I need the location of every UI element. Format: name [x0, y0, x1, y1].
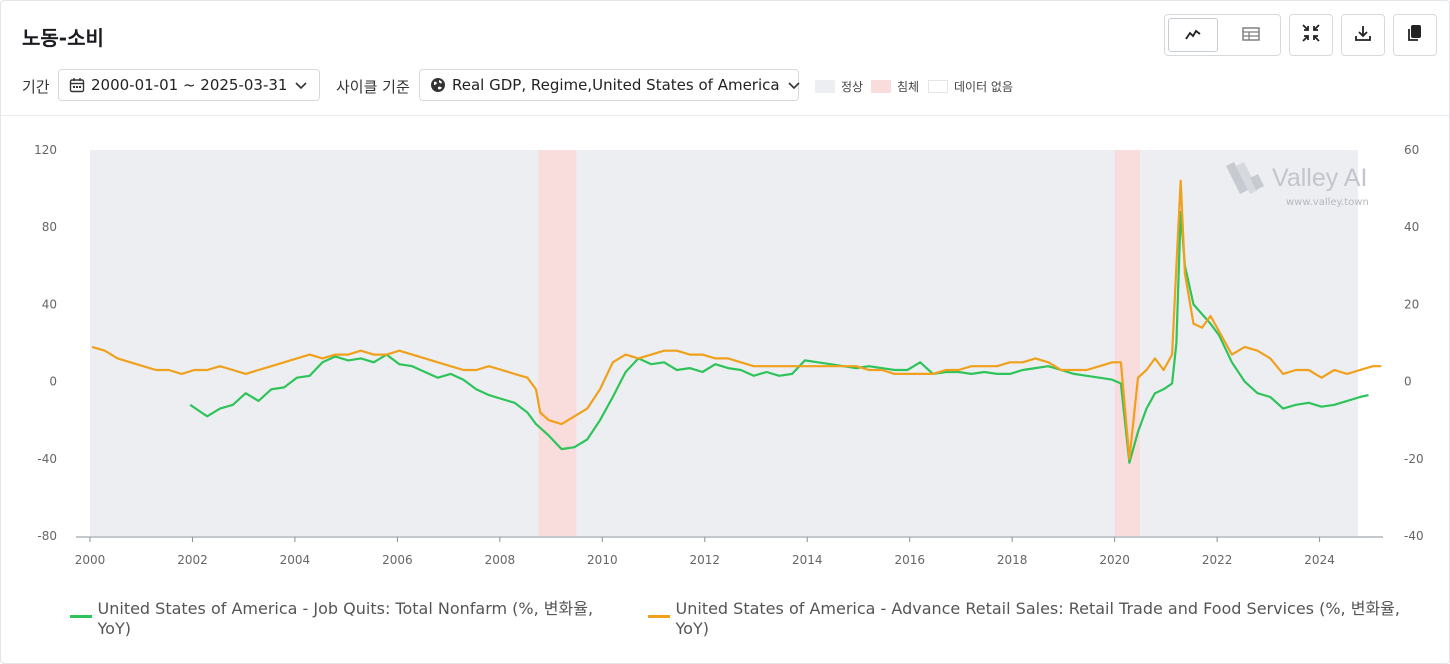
normal-swatch [815, 80, 835, 93]
y-right-tick-label: -40 [1404, 529, 1424, 543]
no-data-swatch [928, 80, 948, 93]
globe-icon [430, 77, 446, 93]
y-left-tick-label: 0 [49, 375, 57, 389]
legend-swatch-job-quits [70, 615, 92, 618]
y-left-tick-label: 80 [42, 220, 57, 234]
regime-bands [90, 150, 1358, 536]
normal-band [576, 150, 1115, 536]
line-view-button[interactable] [1168, 18, 1218, 52]
legend-label-retail-sales: United States of America - Advance Retai… [675, 599, 1400, 638]
y-right-tick-label: 40 [1404, 220, 1419, 234]
collapse-button[interactable] [1289, 14, 1333, 56]
chevron-down-icon [295, 76, 308, 94]
view-toggle [1164, 14, 1281, 56]
calendar-icon [69, 77, 85, 93]
x-tick-label: 2018 [997, 553, 1028, 567]
chart-legend: United States of America - Job Quits: To… [70, 595, 1450, 638]
watermark-url: www.valley.town [1286, 197, 1369, 208]
x-tick-label: 2004 [280, 553, 311, 567]
x-tick-label: 2012 [690, 553, 721, 567]
line-chart: Valley AI www.valley.town 2000 2002 2004 20… [34, 143, 1424, 567]
period-value: 2000-01-01 ~ 2025-03-31 [91, 76, 288, 94]
x-tick-label: 2024 [1304, 553, 1335, 567]
copy-button[interactable] [1393, 14, 1437, 56]
x-tick-label: 2006 [382, 553, 413, 567]
table-view-button[interactable] [1226, 18, 1276, 52]
y-left-tick-label: 120 [34, 143, 57, 157]
copy-icon [1407, 24, 1423, 46]
y-left-tick-label: 40 [42, 297, 57, 311]
x-tick-label: 2000 [75, 553, 106, 567]
retail-sales-line [91, 179, 1382, 460]
chevron-down-icon [788, 76, 800, 94]
watermark-brand: Valley AI [1272, 164, 1367, 192]
cycle-value: Real GDP, Regime,United States of Americ… [452, 76, 780, 94]
x-tick-label: 2010 [587, 553, 618, 567]
recession-band [538, 150, 577, 536]
normal-band [90, 150, 539, 536]
period-select[interactable]: 2000-01-01 ~ 2025-03-31 [58, 69, 320, 101]
no-data-label: 데이터 없음 [954, 80, 1014, 94]
collapse-icon [1302, 24, 1320, 46]
regime-legend-recession: 침체 [871, 78, 919, 95]
cycle-label: 사이클 기준 [336, 78, 410, 96]
y-right-tick-label: 20 [1404, 297, 1419, 311]
x-tick-label: 2014 [792, 553, 823, 567]
download-icon [1354, 24, 1372, 46]
regime-legend-no-data: 데이터 없음 [928, 78, 1013, 95]
series-lines [91, 179, 1382, 464]
x-tick-label: 2020 [1099, 553, 1130, 567]
x-tick-label: 2022 [1202, 553, 1233, 567]
normal-label: 정상 [841, 80, 864, 94]
cycle-select[interactable]: Real GDP, Regime,United States of Americ… [419, 69, 800, 101]
legend-item-retail-sales[interactable]: United States of America - Advance Retai… [647, 595, 1422, 638]
y-left-tick-label: -80 [37, 529, 57, 543]
recession-label: 침체 [897, 80, 920, 94]
x-tick-label: 2008 [485, 553, 516, 567]
y-right-tick-label: 60 [1404, 143, 1419, 157]
table-icon [1242, 26, 1260, 45]
y-right-tick-label: 0 [1404, 375, 1412, 389]
regime-legend-normal: 정상 [815, 78, 863, 95]
axes: 2000 2002 2004 2006 2008 2010 2012 2014 2016 2018… [34, 143, 1424, 567]
valley-logo-icon [1226, 162, 1264, 194]
legend-label-job-quits: United States of America - Job Quits: To… [97, 599, 594, 638]
y-left-tick-label: -40 [37, 452, 57, 466]
header-divider [0, 115, 1450, 116]
period-label: 기간 [22, 78, 50, 96]
line-chart-icon [1185, 26, 1201, 45]
page-title: 노동-소비 [22, 26, 104, 50]
recession-band [1114, 150, 1141, 536]
watermark: Valley AI www.valley.town [1226, 162, 1369, 208]
recession-swatch [871, 80, 891, 93]
x-tick-label: 2002 [177, 553, 208, 567]
y-right-tick-label: -20 [1404, 452, 1424, 466]
legend-swatch-retail-sales [647, 615, 670, 618]
download-button[interactable] [1341, 14, 1385, 56]
legend-item-job-quits[interactable]: United States of America - Job Quits: To… [70, 595, 620, 638]
x-tick-label: 2016 [894, 553, 925, 567]
